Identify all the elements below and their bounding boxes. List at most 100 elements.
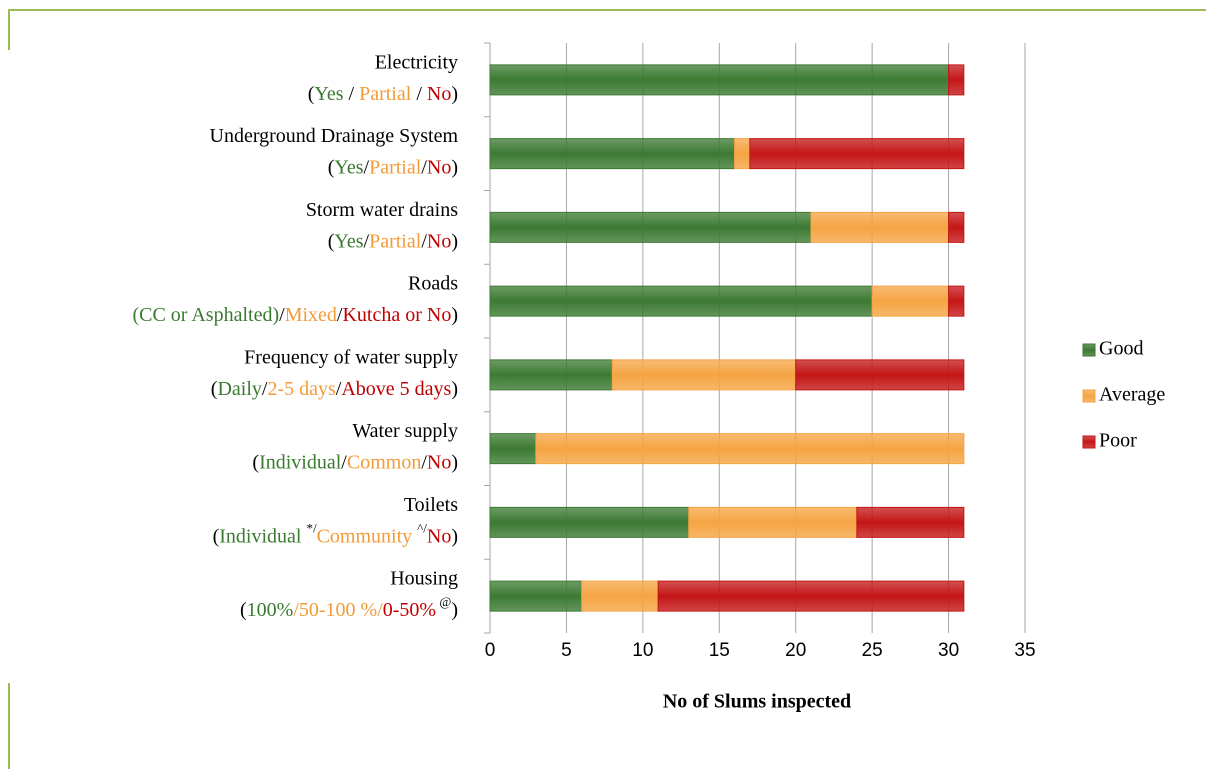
category-detail: (100%/50-100 %/0-50% @) bbox=[240, 595, 458, 621]
bar bbox=[489, 506, 690, 538]
category-detail: (Individual/Common/No) bbox=[252, 451, 458, 473]
category-detail-part: No bbox=[427, 230, 451, 252]
legend-marker bbox=[1082, 435, 1096, 449]
category-detail-part: / bbox=[293, 599, 299, 621]
category-detail-part: / bbox=[344, 82, 360, 104]
category-detail-part: / bbox=[421, 230, 427, 252]
category-detail-part: 50-100 % bbox=[299, 599, 377, 621]
category-detail-part: ) bbox=[451, 230, 458, 252]
category-detail: (Yes/Partial/No) bbox=[328, 156, 458, 178]
category-detail-part: ( bbox=[211, 377, 218, 399]
x-tick-label: 10 bbox=[632, 640, 653, 661]
category-label: Electricity bbox=[375, 51, 458, 73]
bar bbox=[871, 285, 950, 317]
category-detail-part: / bbox=[337, 304, 343, 326]
category-detail-part: Yes bbox=[314, 82, 343, 104]
category-detail-part: No bbox=[427, 156, 451, 178]
bar bbox=[749, 138, 965, 170]
category-detail-part: 100% bbox=[247, 599, 294, 621]
category-detail-part: Mixed bbox=[285, 304, 337, 326]
legend-label: Poor bbox=[1099, 430, 1137, 452]
bar bbox=[611, 359, 797, 391]
category-detail-part: / bbox=[364, 156, 370, 178]
bar bbox=[489, 433, 537, 465]
category-detail: (CC or Asphalted)/Mixed/Kutcha or No) bbox=[132, 304, 458, 326]
legend-marker bbox=[1082, 343, 1096, 357]
x-tick-label: 35 bbox=[1014, 640, 1035, 661]
category-label: Housing bbox=[390, 568, 458, 590]
category-detail-part: / bbox=[377, 599, 383, 621]
bar bbox=[489, 285, 873, 317]
category-detail-part: Yes bbox=[334, 156, 363, 178]
bar bbox=[948, 211, 965, 243]
category-detail-part: Partial bbox=[369, 156, 422, 178]
category-detail-part: @ bbox=[436, 595, 451, 610]
bar bbox=[657, 580, 965, 612]
bar bbox=[489, 138, 736, 170]
bar bbox=[581, 580, 659, 612]
category-detail-part: No bbox=[427, 525, 451, 547]
category-detail-part: */ bbox=[306, 521, 317, 536]
category-detail-part: Above 5 days bbox=[341, 377, 451, 399]
category-detail-part: / bbox=[279, 304, 285, 326]
x-tick-label: 0 bbox=[485, 640, 496, 661]
bar bbox=[810, 211, 950, 243]
category-label: Underground Drainage System bbox=[210, 125, 459, 147]
category-label: Frequency of water supply bbox=[244, 346, 458, 368]
bar bbox=[734, 138, 751, 170]
category-detail-part: ( bbox=[328, 156, 335, 178]
category-detail-part: Individual bbox=[259, 451, 342, 473]
category-detail-part: Community bbox=[317, 525, 418, 547]
category-detail-part: Yes bbox=[334, 230, 363, 252]
category-detail-part: (CC or Asphalted) bbox=[132, 304, 279, 326]
category-detail-part: ( bbox=[240, 599, 247, 621]
category-label: Roads bbox=[408, 273, 458, 295]
category-detail: (Individual */Community ^/No) bbox=[213, 521, 458, 547]
category-detail-part: ) bbox=[451, 377, 458, 399]
x-tick-label: 25 bbox=[862, 640, 883, 661]
category-detail-part: / bbox=[262, 377, 268, 399]
category-detail-part: Partial bbox=[359, 82, 412, 104]
category-detail-part: ^/ bbox=[417, 521, 427, 536]
category-detail-part: / bbox=[336, 377, 342, 399]
category-detail-part: 2-5 days bbox=[267, 377, 336, 399]
category-detail-part: ( bbox=[308, 82, 315, 104]
bar bbox=[856, 506, 965, 538]
category-detail-part: ( bbox=[252, 451, 259, 473]
category-detail-part: ( bbox=[328, 230, 335, 252]
category-detail-part: ) bbox=[451, 451, 458, 473]
category-detail-part: Individual bbox=[219, 525, 306, 547]
category-detail-part: ( bbox=[213, 525, 220, 547]
category-detail-part: ) bbox=[451, 525, 458, 547]
category-detail-part: / bbox=[341, 451, 347, 473]
bar bbox=[688, 506, 858, 538]
category-detail-part: / bbox=[421, 451, 427, 473]
category-detail: (Yes / Partial / No) bbox=[308, 82, 458, 104]
category-detail: (Daily/2-5 days/Above 5 days) bbox=[211, 377, 458, 399]
x-axis-title: No of Slums inspected bbox=[663, 691, 851, 713]
category-detail-part: ) bbox=[451, 599, 458, 621]
category-detail-part: / bbox=[421, 156, 427, 178]
category-detail-part: ) bbox=[451, 304, 458, 326]
category-detail: (Yes/Partial/No) bbox=[328, 230, 458, 252]
category-detail-part: Partial bbox=[369, 230, 422, 252]
x-tick-label: 30 bbox=[938, 640, 959, 661]
x-tick-label: 20 bbox=[785, 640, 806, 661]
category-label: Water supply bbox=[352, 420, 458, 442]
category-label: Toilets bbox=[404, 494, 458, 516]
category-detail-part: / bbox=[364, 230, 370, 252]
category-detail-part: Kutcha or No bbox=[342, 304, 451, 326]
bar bbox=[795, 359, 965, 391]
bar bbox=[489, 359, 613, 391]
category-detail-part: Daily bbox=[217, 377, 261, 399]
category-detail-part: No bbox=[427, 82, 451, 104]
bar bbox=[489, 211, 812, 243]
bar bbox=[948, 285, 965, 317]
bar bbox=[489, 580, 583, 612]
bar bbox=[489, 64, 950, 96]
category-detail-part: ) bbox=[451, 156, 458, 178]
category-detail-part: Common bbox=[347, 451, 421, 473]
legend-label: Good bbox=[1099, 338, 1143, 360]
bar bbox=[535, 433, 965, 465]
